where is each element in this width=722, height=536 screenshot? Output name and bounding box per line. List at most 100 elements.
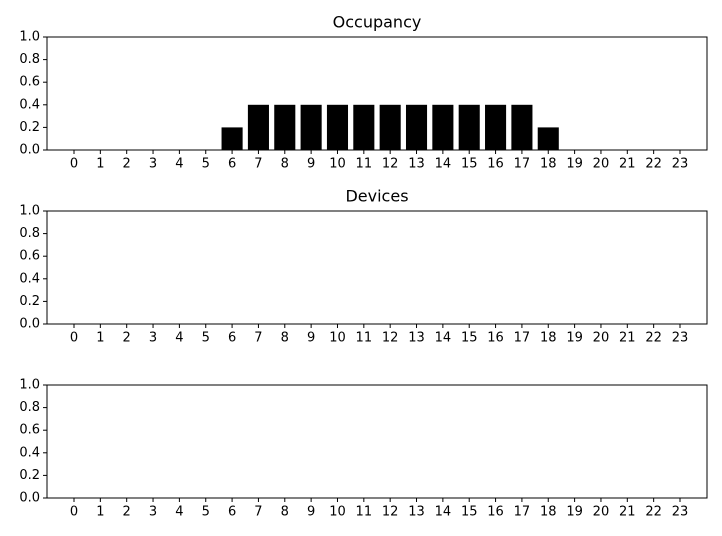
x-tick-label: 7 [254, 157, 262, 172]
x-tick-label: 5 [202, 505, 210, 520]
x-tick-label: 20 [593, 331, 610, 346]
x-tick-label: 5 [202, 331, 210, 346]
x-tick-label: 17 [514, 157, 531, 172]
x-tick-label: 0 [70, 331, 78, 346]
chart-title: Devices [345, 187, 408, 206]
x-tick-label: 16 [487, 157, 504, 172]
bar [247, 104, 269, 150]
x-tick-label: 14 [435, 505, 452, 520]
x-tick-label: 13 [408, 331, 425, 346]
y-tick-label: 0.8 [19, 52, 40, 67]
bar [326, 104, 349, 150]
x-tick-label: 17 [514, 331, 531, 346]
x-tick-label: 8 [281, 331, 289, 346]
x-tick-label: 19 [566, 157, 583, 172]
x-tick-label: 14 [435, 157, 452, 172]
axes-frame [46, 210, 708, 325]
y-tick-label: 0.4 [19, 97, 40, 112]
x-tick-label: 11 [356, 331, 373, 346]
x-tick-label: 8 [281, 505, 289, 520]
x-tick-label: 1 [96, 157, 104, 172]
x-tick-label: 6 [228, 331, 236, 346]
x-tick-label: 4 [175, 505, 183, 520]
x-tick-label: 19 [566, 505, 583, 520]
x-tick-label: 12 [382, 157, 399, 172]
x-tick-label: 21 [619, 505, 636, 520]
bar [432, 104, 454, 150]
x-tick-label: 7 [254, 331, 262, 346]
bar [274, 104, 296, 150]
x-tick-label: 13 [408, 505, 425, 520]
bar [379, 104, 401, 150]
bar [353, 104, 375, 150]
x-tick-label: 18 [540, 331, 557, 346]
x-tick-label: 8 [281, 157, 289, 172]
x-tick-label: 22 [645, 157, 662, 172]
x-tick-label: 21 [619, 157, 636, 172]
x-tick-label: 19 [566, 331, 583, 346]
y-tick-label: 0.0 [19, 491, 40, 506]
x-tick-label: 22 [645, 505, 662, 520]
x-tick-label: 9 [307, 157, 315, 172]
x-tick-label: 0 [70, 505, 78, 520]
bar [221, 127, 243, 150]
x-tick-label: 18 [540, 157, 557, 172]
y-tick-label: 0.2 [19, 468, 40, 483]
y-tick-label: 0.4 [19, 271, 40, 286]
bar [485, 104, 507, 150]
x-tick-label: 4 [175, 331, 183, 346]
x-tick-label: 3 [149, 331, 157, 346]
bar [537, 127, 559, 150]
x-tick-label: 3 [149, 157, 157, 172]
x-tick-label: 14 [435, 331, 452, 346]
x-tick-label: 9 [307, 331, 315, 346]
x-tick-label: 23 [672, 157, 689, 172]
y-tick-label: 0.8 [19, 226, 40, 241]
x-tick-label: 23 [672, 331, 689, 346]
x-tick-label: 10 [329, 157, 346, 172]
x-tick-label: 2 [123, 505, 131, 520]
y-tick-label: 0.8 [19, 400, 40, 415]
y-tick-label: 0.4 [19, 445, 40, 460]
x-tick-label: 13 [408, 157, 425, 172]
x-tick-label: 15 [461, 331, 478, 346]
x-tick-label: 2 [123, 331, 131, 346]
x-tick-label: 22 [645, 331, 662, 346]
axes-frame [46, 36, 708, 151]
x-tick-label: 7 [254, 505, 262, 520]
y-tick-label: 0.2 [19, 294, 40, 309]
x-tick-label: 0 [70, 157, 78, 172]
x-tick-label: 11 [356, 505, 373, 520]
x-tick-label: 12 [382, 505, 399, 520]
x-tick-label: 5 [202, 157, 210, 172]
y-tick-label: 0.0 [19, 317, 40, 332]
x-tick-label: 15 [461, 505, 478, 520]
x-tick-label: 4 [175, 157, 183, 172]
y-tick-label: 1.0 [19, 204, 40, 219]
x-tick-label: 21 [619, 331, 636, 346]
x-tick-label: 18 [540, 505, 557, 520]
x-tick-label: 9 [307, 505, 315, 520]
y-tick-label: 0.6 [19, 423, 40, 438]
bar [511, 104, 533, 150]
x-tick-label: 16 [487, 331, 504, 346]
y-tick-label: 1.0 [19, 378, 40, 393]
y-tick-label: 1.0 [19, 30, 40, 45]
x-tick-label: 15 [461, 157, 478, 172]
x-tick-label: 11 [356, 157, 373, 172]
x-tick-label: 1 [96, 331, 104, 346]
x-tick-label: 10 [329, 505, 346, 520]
y-tick-label: 0.0 [19, 143, 40, 158]
x-tick-label: 20 [593, 157, 610, 172]
x-tick-label: 3 [149, 505, 157, 520]
x-tick-label: 6 [228, 505, 236, 520]
y-tick-label: 0.6 [19, 75, 40, 90]
y-tick-label: 0.2 [19, 120, 40, 135]
x-tick-label: 1 [96, 505, 104, 520]
bar [458, 104, 480, 150]
x-tick-label: 16 [487, 505, 504, 520]
x-tick-label: 23 [672, 505, 689, 520]
x-tick-label: 20 [593, 505, 610, 520]
x-tick-label: 12 [382, 331, 399, 346]
